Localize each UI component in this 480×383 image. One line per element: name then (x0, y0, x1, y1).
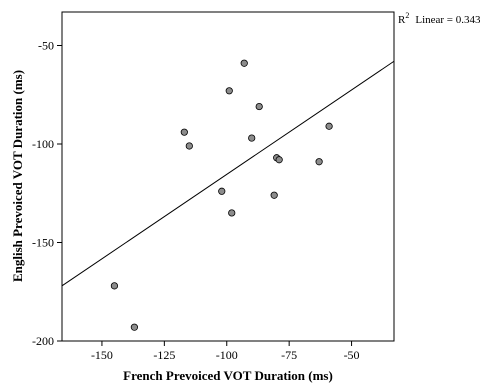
y-tick-label: -200 (32, 334, 54, 348)
x-axis-title: French Prevoiced VOT Duration (ms) (123, 368, 333, 383)
x-tick-label: -150 (91, 348, 113, 362)
data-point-14 (315, 158, 323, 166)
x-tick-label: -125 (153, 348, 175, 362)
y-tick-label: -150 (32, 235, 54, 249)
data-point-6 (225, 87, 233, 95)
y-ticks: -50 -100 -150 -200 (32, 38, 62, 348)
data-point-3 (180, 128, 188, 136)
data-point-11 (270, 191, 278, 199)
data-point-2 (130, 323, 138, 331)
x-tick-label: -75 (281, 348, 297, 362)
fit-line (61, 60, 395, 287)
x-ticks: -150 -125 -100 -75 -50 (91, 341, 360, 362)
x-tick-label: -100 (216, 348, 238, 362)
data-point-7 (228, 209, 236, 217)
x-tick-label: -50 (344, 348, 360, 362)
data-point-13 (275, 156, 283, 164)
data-point-4 (185, 142, 193, 150)
data-point-1 (110, 282, 119, 290)
data-point-5 (218, 187, 226, 195)
plot-frame (61, 11, 395, 342)
y-tick-label: -100 (32, 137, 54, 151)
r2-label: R2 Linear = 0.343 (398, 11, 480, 26)
points-layer (110, 59, 333, 331)
y-axis-title: English Prevoiced VOT Duration (ms) (10, 70, 25, 282)
y-tick-label: -50 (38, 38, 54, 52)
data-point-10 (255, 102, 263, 111)
data-point-8 (240, 59, 248, 67)
fit-line-layer (61, 60, 395, 287)
data-point-15 (325, 122, 333, 130)
data-point-9 (248, 134, 256, 142)
